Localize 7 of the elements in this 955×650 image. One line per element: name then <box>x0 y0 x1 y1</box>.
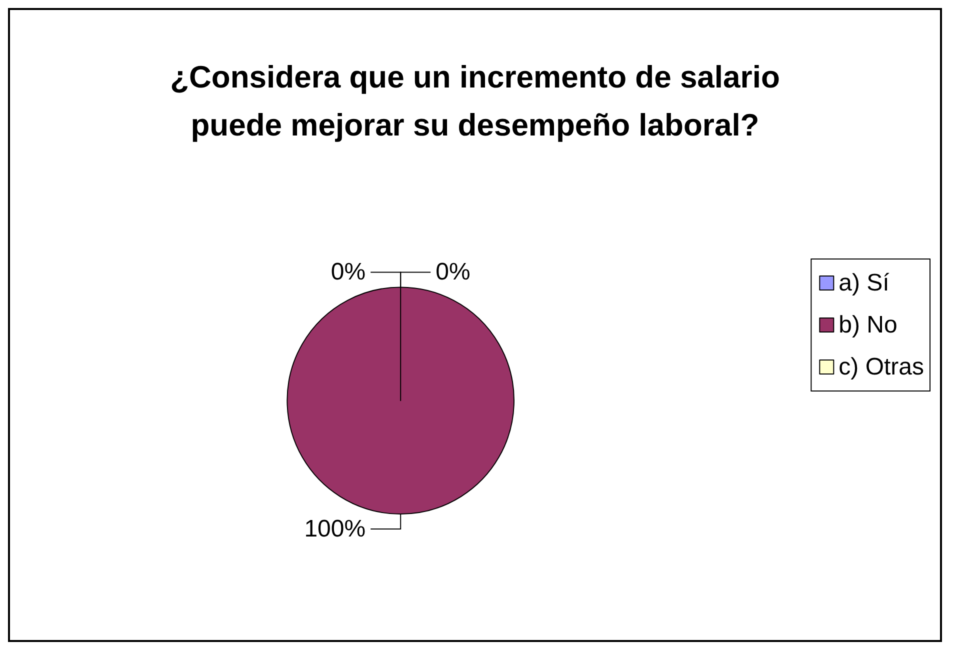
data-label: 100% <box>304 516 366 542</box>
legend-label: b) No <box>838 312 898 338</box>
text: 0% <box>330 258 366 286</box>
legend-label: a) Sí <box>838 270 890 296</box>
chart-title: ¿Considera que un incremento de salario puede mejorar su desempeño laboral? <box>170 60 780 142</box>
legend-label: c) Otras <box>838 354 924 380</box>
text: 0% <box>436 258 470 286</box>
